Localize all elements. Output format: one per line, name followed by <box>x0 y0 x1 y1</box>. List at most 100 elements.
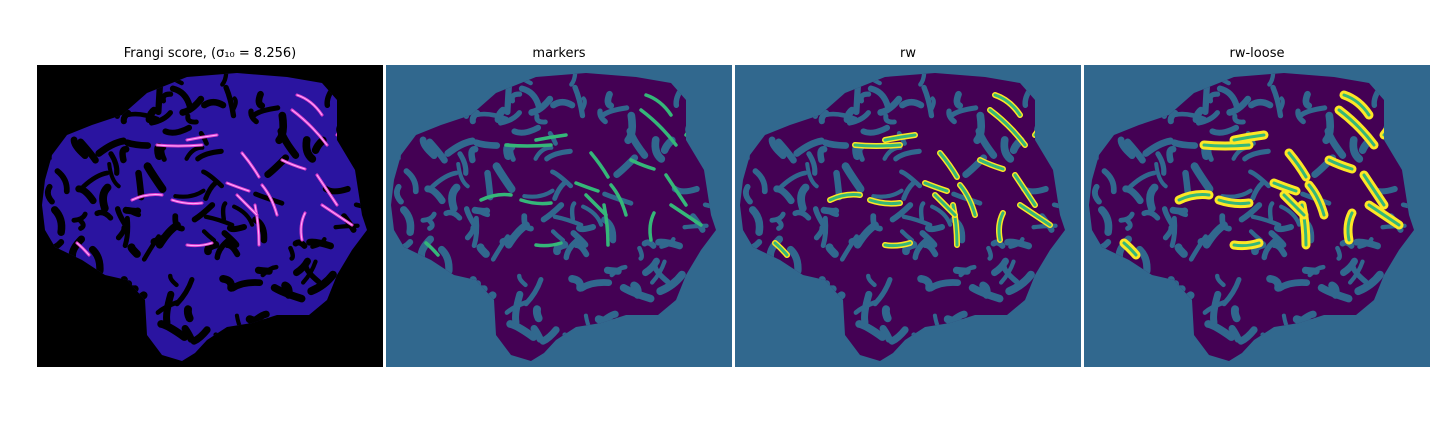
hole-blob <box>419 136 438 160</box>
vessel-marker <box>589 151 610 179</box>
vessel-marker <box>1307 183 1326 217</box>
hole-blob <box>539 326 560 345</box>
hole-blob <box>1004 238 1033 250</box>
hole-blob <box>806 151 818 176</box>
hole-blob <box>860 124 891 136</box>
hole-blob <box>853 221 879 249</box>
hole-blob <box>949 105 979 118</box>
hole-blob <box>490 234 510 262</box>
hole-blob <box>1135 245 1151 275</box>
hole-blob <box>1162 225 1174 241</box>
hole-blob <box>457 151 469 176</box>
vessel-marker <box>1013 173 1037 207</box>
hole-blob <box>528 95 554 116</box>
hole-blob <box>162 124 193 136</box>
hole-blob <box>893 148 922 162</box>
hole-blob <box>975 127 998 159</box>
hole-blob <box>195 148 224 162</box>
hole-blob <box>871 188 904 199</box>
hole-blob <box>1353 238 1382 250</box>
hole-blob <box>353 202 367 211</box>
hole-blob <box>201 98 227 109</box>
hole-blob <box>1348 259 1365 285</box>
hole-blob <box>444 137 476 157</box>
hole-blob <box>429 170 459 190</box>
hole-blob <box>1051 202 1065 211</box>
hole-blob <box>1171 139 1199 149</box>
frangi-ridge-core <box>241 152 260 178</box>
hole-blob <box>600 105 630 118</box>
hole-blob <box>1228 324 1242 343</box>
hole-blob <box>181 324 195 343</box>
hole-blob <box>1298 105 1328 118</box>
hole-blob <box>817 146 828 164</box>
hole-blob <box>173 188 206 199</box>
hole-blob <box>986 245 994 261</box>
hole-blob <box>641 239 657 249</box>
vessel-marker <box>648 211 656 242</box>
hole-blob <box>399 206 415 236</box>
hole-blob <box>219 274 236 292</box>
hole-blob <box>1204 320 1236 341</box>
hole-blob <box>191 202 216 223</box>
hole-blob <box>743 183 753 205</box>
hole-blob <box>471 215 480 249</box>
hole-blob <box>255 90 266 110</box>
hole-blob <box>417 235 435 260</box>
hole-blob <box>813 225 825 241</box>
hole-blob <box>504 81 513 116</box>
hole-blob <box>530 324 544 343</box>
hole-blob <box>637 245 645 261</box>
hole-blob <box>468 146 479 164</box>
hole-blob <box>1295 108 1306 125</box>
hole-blob <box>902 240 918 256</box>
hole-blob <box>604 90 615 110</box>
hole-blob <box>1141 209 1161 221</box>
hole-blob <box>1127 170 1157 190</box>
vessel-marker <box>609 183 628 217</box>
vessel-marker <box>1367 203 1401 227</box>
frangi-ridge-core <box>76 242 90 256</box>
hole-blob <box>823 111 858 122</box>
hole-blob <box>619 283 655 303</box>
hole-blob <box>1268 230 1287 248</box>
hole-blob <box>778 170 808 190</box>
hole-blob <box>609 264 628 278</box>
frangi-ridge-core <box>296 94 323 116</box>
hole-blob <box>119 146 130 164</box>
hole-blob <box>793 137 825 157</box>
hole-blob <box>154 142 164 161</box>
hole-blob <box>852 142 862 161</box>
vessel-marker <box>773 241 789 257</box>
hole-blob <box>1261 236 1280 261</box>
hole-blob <box>307 270 337 296</box>
frangi-ridge-core <box>254 204 260 246</box>
rw-panel-title: rw <box>900 46 916 61</box>
vessel-marker <box>479 192 513 202</box>
frangi-ridge-core <box>291 109 328 146</box>
hole-blob <box>99 183 112 213</box>
hole-blob <box>912 236 931 261</box>
hole-blob <box>1124 138 1146 164</box>
hole-blob <box>95 137 127 157</box>
vessel-marker <box>669 203 703 227</box>
hole-blob <box>841 162 865 193</box>
hole-blob <box>833 169 843 201</box>
hole-blob <box>1267 201 1275 222</box>
frangi-ridge-core <box>131 194 163 201</box>
vessel-marker <box>1232 241 1261 248</box>
panel-canvas <box>1084 65 1430 367</box>
hole-blob <box>226 224 248 233</box>
hole-blob <box>306 238 335 250</box>
hole-blob <box>1273 224 1295 233</box>
hole-blob <box>127 243 141 258</box>
hole-blob <box>143 162 167 193</box>
hole-blob <box>1230 305 1241 323</box>
panel-canvas <box>735 65 1081 367</box>
hole-blob <box>70 136 89 160</box>
hole-blob <box>899 98 925 109</box>
vessel-marker <box>1337 108 1376 147</box>
hole-blob <box>190 326 211 345</box>
hole-blob <box>822 139 850 149</box>
vessel-marker <box>519 198 553 206</box>
